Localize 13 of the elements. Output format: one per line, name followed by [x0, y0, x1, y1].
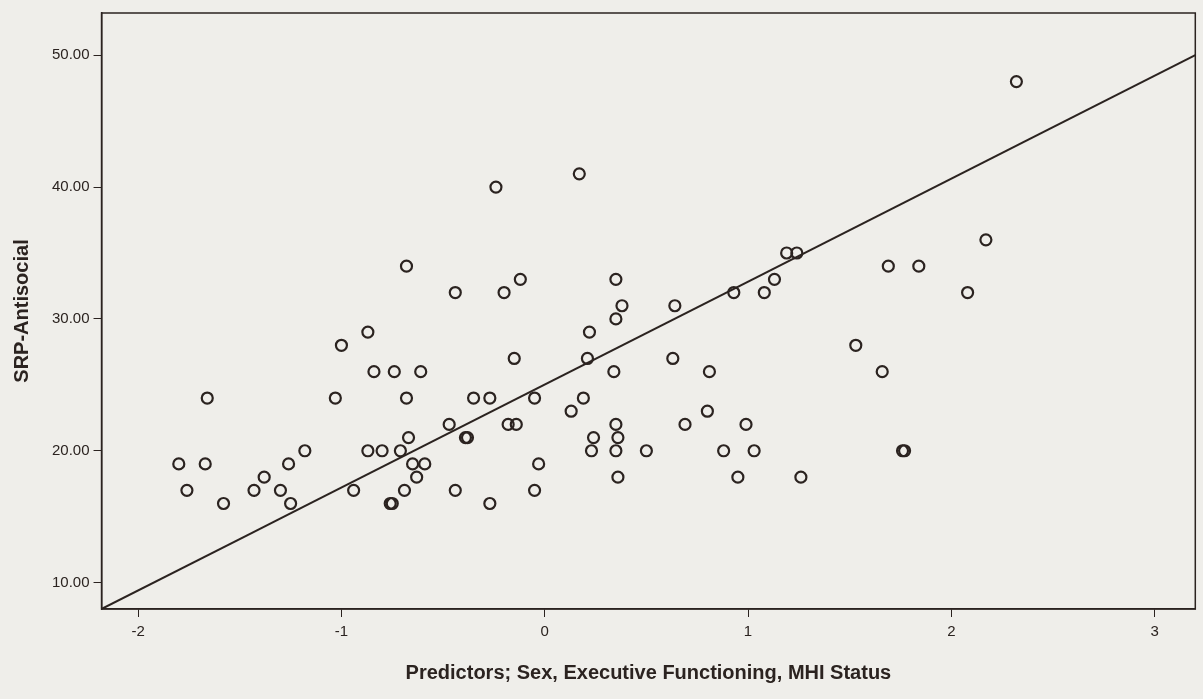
x-tick-label: -2: [131, 622, 145, 640]
x-tick-label: 3: [1150, 622, 1159, 640]
y-tick-label: 10.00: [51, 572, 90, 590]
y-axis-title: SRP-Antisocial: [9, 239, 32, 383]
x-tick-label: 0: [540, 622, 549, 640]
x-tick-label: 2: [947, 622, 956, 640]
y-tick-label: 30.00: [51, 309, 90, 327]
y-tick-label: 40.00: [51, 177, 90, 195]
y-tick-label: 20.00: [51, 440, 90, 458]
x-tick-label: 1: [743, 622, 753, 640]
x-tick-label: -1: [334, 622, 349, 640]
x-axis-title: Predictors; Sex, Executive Functioning, MHI Status: [405, 660, 892, 683]
y-tick-label: 50.00: [51, 45, 90, 63]
